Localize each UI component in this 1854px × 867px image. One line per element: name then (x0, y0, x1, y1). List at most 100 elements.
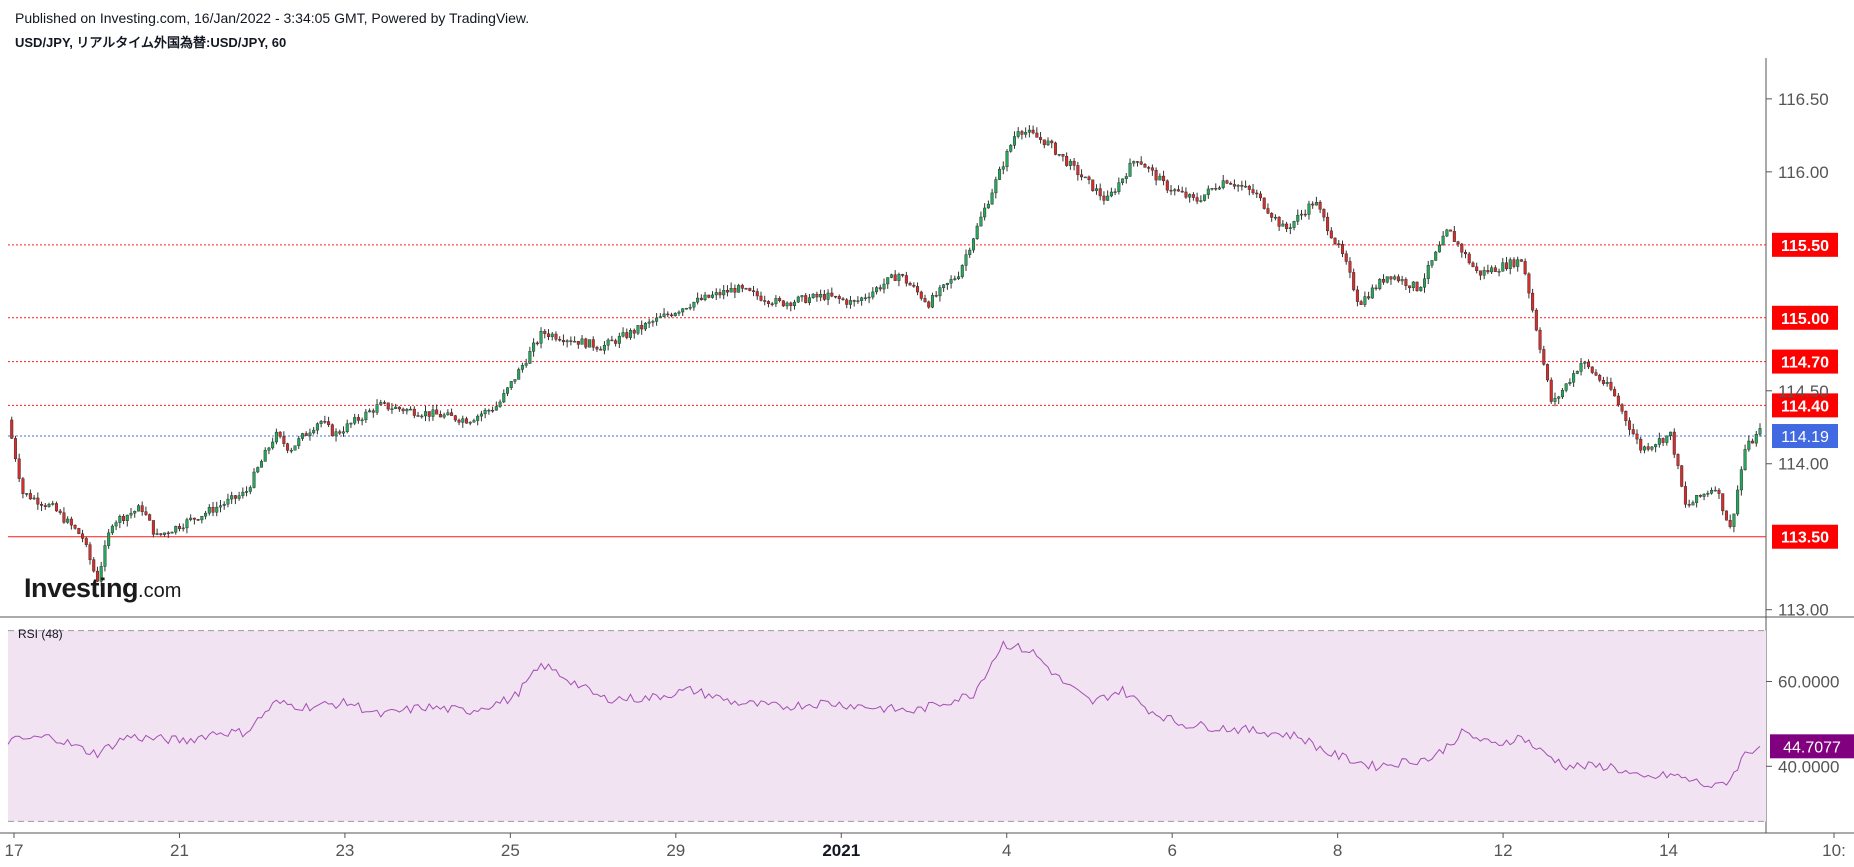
candle-body (1437, 244, 1441, 253)
candle-body (830, 292, 834, 297)
candle-body (368, 410, 372, 413)
candle-body (1527, 273, 1531, 294)
candle-body (1579, 363, 1583, 372)
candle-body (1206, 188, 1210, 195)
candle-body (1642, 446, 1646, 451)
candle-body (930, 295, 934, 308)
candle-body (28, 493, 32, 500)
candle-body (129, 512, 133, 516)
candle-body (1478, 270, 1482, 276)
candle-body (837, 296, 841, 300)
time-tick-label: 6 (1167, 841, 1176, 860)
candle-body (1605, 381, 1609, 384)
candle-body (975, 225, 979, 239)
candle-body (1747, 440, 1751, 450)
candle-body (461, 418, 465, 423)
candle-body (200, 515, 204, 521)
candle-body (245, 491, 249, 493)
candle-body (293, 445, 297, 451)
candle-body (912, 284, 916, 287)
candle-body (297, 438, 301, 446)
candle-body (1672, 431, 1676, 455)
candle-body (1016, 131, 1020, 137)
candle-body (99, 566, 103, 582)
candle-body (1665, 435, 1669, 443)
candle-body (438, 413, 442, 418)
level-label: 114.70 (1781, 355, 1829, 372)
candle-body (632, 330, 636, 334)
candle-body (901, 274, 905, 276)
candle-body (1456, 241, 1460, 245)
candle-body (1214, 188, 1218, 190)
candle-body (1344, 253, 1348, 262)
candle-body (878, 287, 882, 290)
level-label-bg (1772, 349, 1838, 374)
candle-body (1162, 175, 1166, 182)
candle-body (781, 300, 785, 307)
candle-body (509, 381, 513, 388)
candle-body (263, 450, 267, 462)
candle-body (703, 294, 707, 300)
candle-body (1657, 438, 1661, 445)
candle-body (1173, 189, 1177, 192)
candle-body (867, 296, 871, 299)
candle-body (1135, 161, 1139, 163)
candle-body (498, 401, 502, 407)
candle-body (699, 297, 703, 300)
candle-body (211, 507, 215, 513)
candle-body (218, 505, 222, 508)
candle-body (848, 300, 852, 305)
candle-body (979, 216, 983, 227)
candle-body (1683, 486, 1687, 505)
candle-body (1467, 253, 1471, 264)
candle-body (36, 497, 40, 505)
candle-body (196, 519, 200, 521)
candle-body (1419, 287, 1423, 291)
candle-body (166, 532, 170, 535)
candle-body (584, 338, 588, 348)
candle-body (591, 339, 595, 348)
candle-body (1728, 520, 1732, 527)
candle-body (1490, 267, 1494, 273)
candle-body (1188, 194, 1192, 198)
candle-body (990, 192, 994, 205)
candle-body (1352, 272, 1356, 291)
candle-body (1326, 216, 1330, 232)
candle-body (994, 179, 998, 194)
candle-body (1299, 213, 1303, 216)
candle-body (1303, 213, 1307, 216)
candle-body (1628, 420, 1632, 430)
candle-body (770, 303, 774, 305)
candle-body (62, 512, 66, 523)
candle-body (163, 532, 167, 535)
candle-body (248, 487, 252, 492)
rsi-tick-label: 60.0000 (1778, 672, 1839, 691)
candle-body (1452, 231, 1456, 242)
candle-body (483, 409, 487, 415)
candle-body (1176, 189, 1180, 192)
candle-body (528, 351, 532, 364)
candle-body (606, 339, 610, 346)
candle-body (1240, 185, 1244, 187)
candle-body (1258, 193, 1262, 199)
candle-body (673, 312, 677, 317)
candle-body (1251, 189, 1255, 194)
candle-body (599, 348, 603, 351)
candle-body (1635, 433, 1639, 440)
candle-body (643, 323, 647, 330)
candle-body (431, 409, 435, 417)
candle-body (21, 478, 25, 494)
candle-body (66, 518, 70, 523)
candle-body (1229, 183, 1233, 185)
candle-body (774, 298, 778, 305)
candle-body (759, 295, 763, 301)
candle-body (1169, 189, 1173, 192)
candle-body (524, 363, 528, 366)
candle-body (390, 408, 394, 411)
rsi-series (7, 640, 1761, 789)
candle-body (274, 431, 278, 443)
candle-body (40, 504, 44, 506)
candle-body (435, 409, 439, 415)
candle-body (662, 313, 666, 317)
